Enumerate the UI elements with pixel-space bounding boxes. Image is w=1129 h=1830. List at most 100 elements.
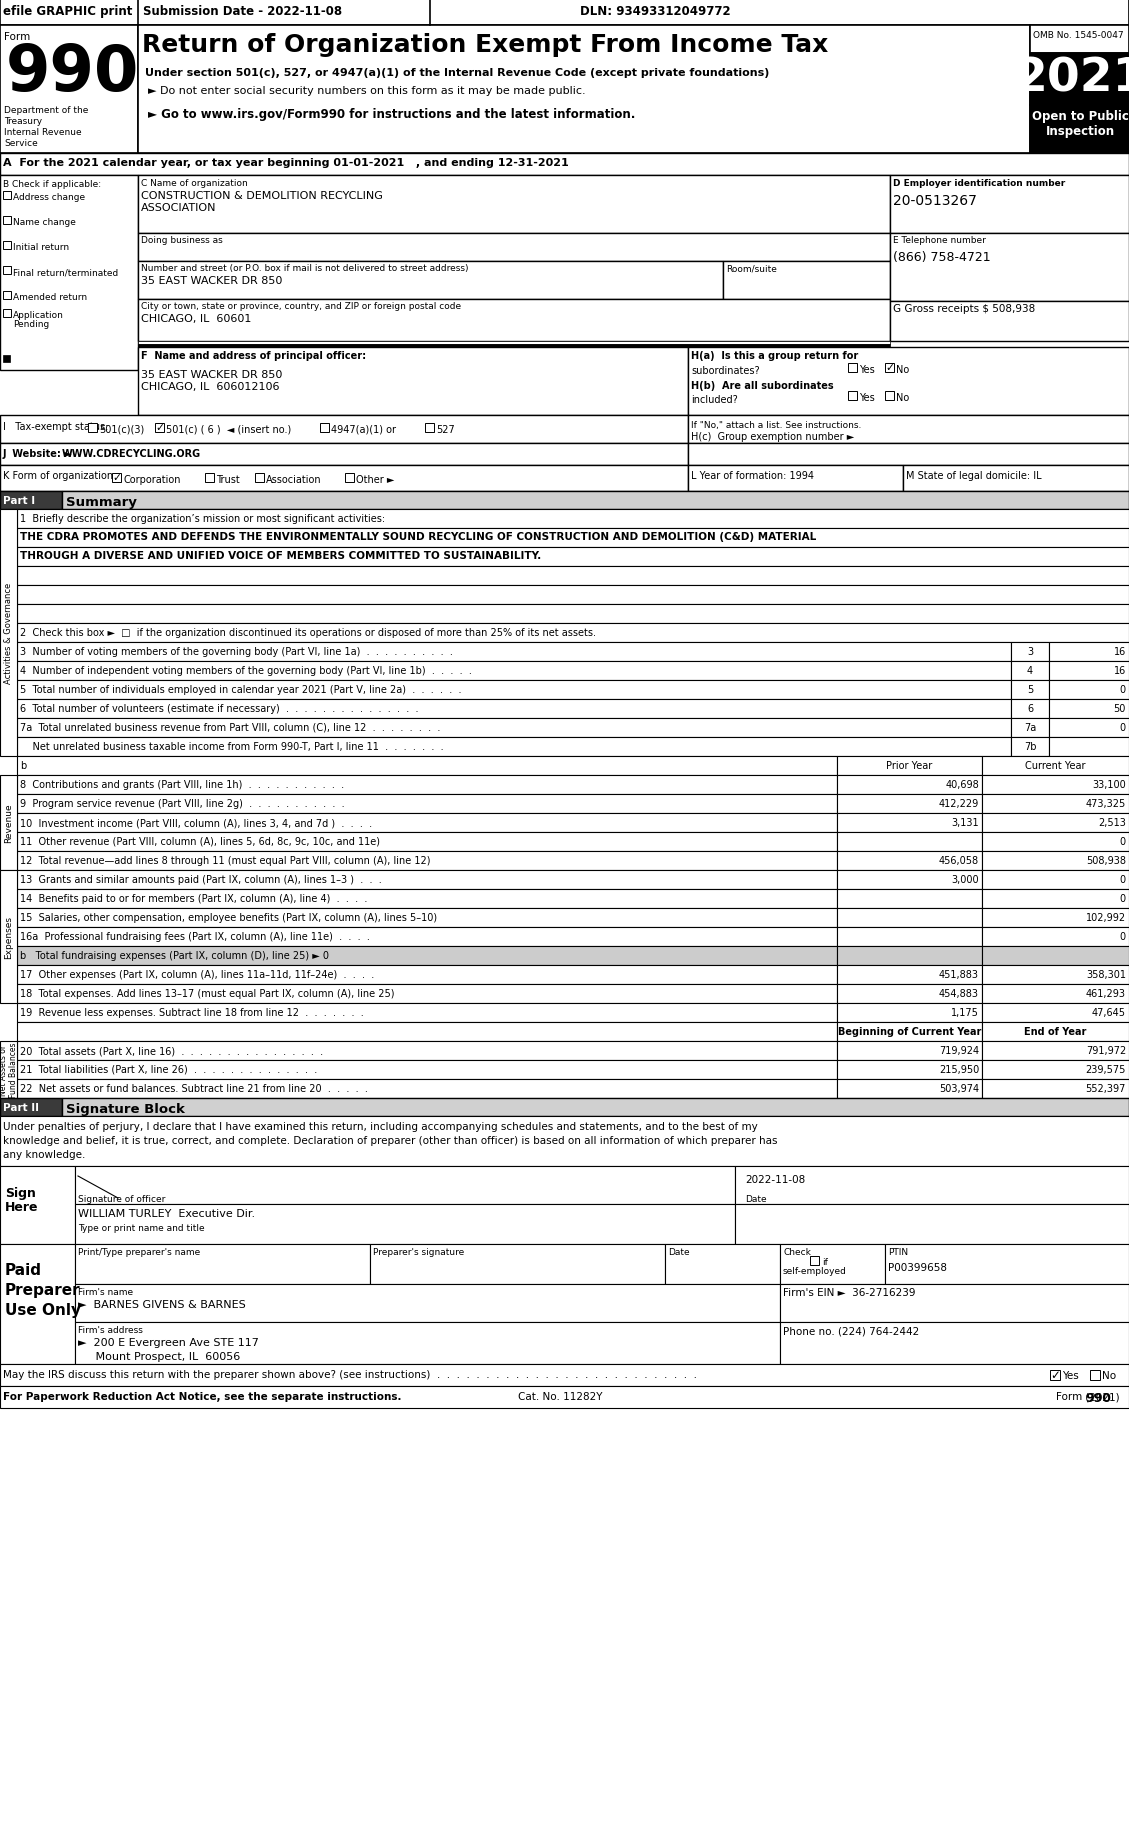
Bar <box>17 1041 837 1060</box>
Bar <box>62 492 1129 511</box>
Bar <box>138 234 890 262</box>
Bar <box>837 985 982 1003</box>
Bar <box>138 176 890 234</box>
Bar <box>205 474 215 483</box>
Bar <box>1010 719 1049 737</box>
Bar <box>688 348 1129 415</box>
Text: 215,950: 215,950 <box>938 1065 979 1074</box>
Bar <box>0 1244 75 1363</box>
Bar <box>1049 662 1129 681</box>
Bar <box>982 776 1129 794</box>
Bar <box>0 0 1129 26</box>
Bar <box>837 814 982 833</box>
Text: Association: Association <box>266 474 322 485</box>
Bar <box>17 642 1010 662</box>
Bar <box>3 192 11 199</box>
Text: CHICAGO, IL  606012106: CHICAGO, IL 606012106 <box>141 382 280 392</box>
Bar <box>688 443 1129 467</box>
Bar <box>17 871 837 889</box>
Text: THROUGH A DIVERSE AND UNIFIED VOICE OF MEMBERS COMMITTED TO SUSTAINABILITY.: THROUGH A DIVERSE AND UNIFIED VOICE OF M… <box>20 551 541 560</box>
Bar <box>17 756 837 776</box>
Text: 527: 527 <box>436 425 455 436</box>
Text: 791,972: 791,972 <box>1086 1045 1126 1056</box>
Text: F  Name and address of principal officer:: F Name and address of principal officer: <box>141 351 366 361</box>
Text: 16a  Professional fundraising fees (Part IX, column (A), line 11e)  .  .  .  .: 16a Professional fundraising fees (Part … <box>20 931 370 941</box>
Bar <box>17 681 1010 699</box>
Text: 6: 6 <box>1027 703 1033 714</box>
Text: ► Go to www.irs.gov/Form990 for instructions and the latest information.: ► Go to www.irs.gov/Form990 for instruct… <box>148 108 636 121</box>
Text: Cat. No. 11282Y: Cat. No. 11282Y <box>518 1391 602 1402</box>
Text: 552,397: 552,397 <box>1086 1083 1126 1093</box>
Bar <box>890 234 1129 302</box>
Bar <box>17 662 1010 681</box>
Bar <box>0 1041 17 1098</box>
Text: 10  Investment income (Part VIII, column (A), lines 3, 4, and 7d )  .  .  .  .: 10 Investment income (Part VIII, column … <box>20 818 373 827</box>
Bar <box>982 889 1129 908</box>
Text: No: No <box>896 393 909 403</box>
Bar <box>837 1080 982 1098</box>
Text: 358,301: 358,301 <box>1086 970 1126 979</box>
Text: 1,175: 1,175 <box>951 1008 979 1017</box>
Text: 35 EAST WACKER DR 850: 35 EAST WACKER DR 850 <box>141 370 282 381</box>
Text: 2  Check this box ►  □  if the organization discontinued its operations or dispo: 2 Check this box ► □ if the organization… <box>20 628 596 637</box>
Text: H(b)  Are all subordinates: H(b) Are all subordinates <box>691 381 833 392</box>
Text: Phone no. (224) 764-2442: Phone no. (224) 764-2442 <box>784 1325 919 1336</box>
Text: May the IRS discuss this return with the preparer shown above? (see instructions: May the IRS discuss this return with the… <box>3 1369 697 1380</box>
Text: 508,938: 508,938 <box>1086 856 1126 866</box>
Bar <box>982 851 1129 871</box>
Text: 3  Number of voting members of the governing body (Part VI, line 1a)  .  .  .  .: 3 Number of voting members of the govern… <box>20 646 453 657</box>
Bar <box>837 794 982 814</box>
Bar <box>885 392 894 401</box>
Text: P00399658: P00399658 <box>889 1263 947 1272</box>
Text: ►  BARNES GIVENS & BARNES: ► BARNES GIVENS & BARNES <box>78 1299 246 1308</box>
Bar <box>17 833 837 851</box>
Bar <box>1030 26 1129 53</box>
Text: 1  Briefly describe the organization’s mission or most significant activities:: 1 Briefly describe the organization’s mi… <box>20 514 385 523</box>
Bar <box>735 1166 1129 1204</box>
Bar <box>1010 681 1049 699</box>
Text: 9  Program service revenue (Part VIII, line 2g)  .  .  .  .  .  .  .  .  .  .  .: 9 Program service revenue (Part VIII, li… <box>20 798 344 809</box>
Text: Firm's name: Firm's name <box>78 1286 133 1296</box>
Text: Doing business as: Doing business as <box>141 236 222 245</box>
Text: End of Year: End of Year <box>1024 1027 1087 1036</box>
Text: 7a: 7a <box>1024 723 1036 732</box>
Bar <box>837 833 982 851</box>
Text: Open to Public
Inspection: Open to Public Inspection <box>1032 110 1129 137</box>
Bar <box>837 776 982 794</box>
Text: Name change: Name change <box>14 218 76 227</box>
Text: Other ►: Other ► <box>356 474 394 485</box>
Bar <box>17 624 1129 642</box>
Bar <box>17 908 837 928</box>
Bar <box>17 851 837 871</box>
Bar <box>982 871 1129 889</box>
Text: 456,058: 456,058 <box>939 856 979 866</box>
Text: Yes: Yes <box>859 393 875 403</box>
Bar <box>0 511 17 756</box>
Text: D Employer identification number: D Employer identification number <box>893 179 1066 188</box>
Bar <box>1049 681 1129 699</box>
Text: any knowledge.: any knowledge. <box>3 1149 86 1160</box>
Text: WILLIAM TURLEY  Executive Dir.: WILLIAM TURLEY Executive Dir. <box>78 1208 255 1219</box>
Bar <box>809 1257 819 1265</box>
Bar <box>982 794 1129 814</box>
Text: Net Assets or
Fund Balances: Net Assets or Fund Balances <box>0 1041 18 1098</box>
Bar <box>138 342 890 344</box>
Text: 14  Benefits paid to or for members (Part IX, column (A), line 4)  .  .  .  .: 14 Benefits paid to or for members (Part… <box>20 893 367 904</box>
Text: Return of Organization Exempt From Income Tax: Return of Organization Exempt From Incom… <box>142 33 829 57</box>
Text: City or town, state or province, country, and ZIP or foreign postal code: City or town, state or province, country… <box>141 302 461 311</box>
Text: (866) 758-4721: (866) 758-4721 <box>893 251 990 264</box>
Bar <box>688 467 903 492</box>
Text: Type or print name and title: Type or print name and title <box>78 1222 204 1232</box>
Bar <box>0 176 138 371</box>
Bar <box>17 737 1010 756</box>
Bar <box>0 492 62 511</box>
Bar <box>17 1060 837 1080</box>
Text: 461,293: 461,293 <box>1086 988 1126 999</box>
Bar <box>0 467 688 492</box>
Bar <box>17 547 1129 567</box>
Bar <box>17 946 837 966</box>
Bar <box>890 302 1129 342</box>
Bar <box>17 928 837 946</box>
Text: 454,883: 454,883 <box>939 988 979 999</box>
Text: WWW.CDRECYCLING.ORG: WWW.CDRECYCLING.ORG <box>62 448 201 459</box>
